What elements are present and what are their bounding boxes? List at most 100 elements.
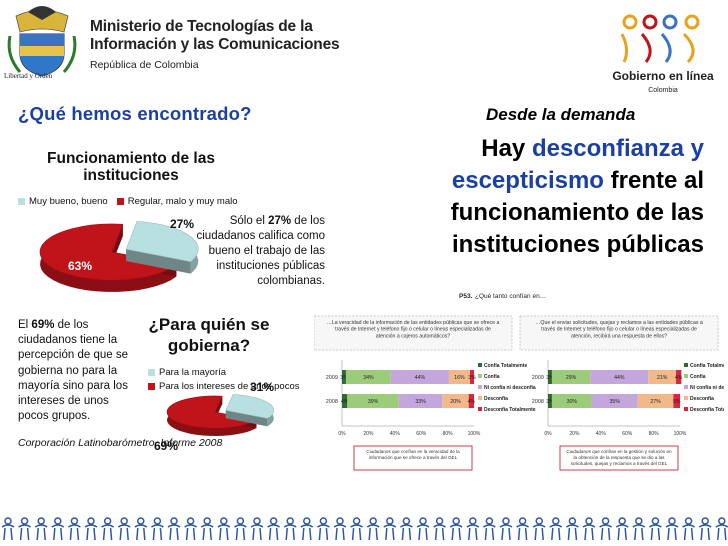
chart1-title-line1: Funcionamiento de las [47, 150, 215, 167]
bar-segment [342, 394, 348, 408]
year-label: 2008 [532, 399, 544, 405]
legend-label: Confía [484, 374, 500, 380]
legend-label: Confía Totalmente [690, 363, 724, 369]
legend-swatch-red [148, 383, 155, 390]
legend-label: Desconfía Totalmente [484, 407, 536, 413]
legend-label: Ni confía ni desconfía [690, 385, 724, 391]
bar-segment [398, 394, 443, 408]
axis-tick: 100% [674, 431, 687, 437]
axis-tick: 100% [468, 431, 481, 437]
survey-right: …Que el enviar solicitudes, quejas y rec… [519, 315, 724, 471]
footer-person-icon [350, 517, 364, 541]
gobierno-en-linea-logo: Gobierno en línea Colombia [612, 14, 714, 94]
axis-tick: 20% [569, 431, 580, 437]
footer-person-icon [117, 517, 131, 541]
footer-person-icon [532, 517, 546, 541]
footer-person-icon [84, 517, 98, 541]
chart1-title-line2: instituciones [83, 167, 179, 184]
pie-slice-2 [166, 395, 258, 436]
footer-person-icon [67, 517, 81, 541]
chart2-legend-1: Para la mayoría [148, 367, 226, 378]
axis-tick: 80% [443, 431, 454, 437]
footer-person-icon [250, 517, 264, 541]
bar-segment [347, 394, 399, 408]
demand-label: Desde la demanda [486, 105, 636, 124]
chart1-note: Sólo el 27% de los ciudadanos califica c… [193, 214, 326, 289]
bar-value-label: 33% [415, 399, 426, 405]
bar-value-label: 4% [468, 399, 476, 405]
survey-left-caption: Ciudadanos que confían en la veracidad d… [366, 449, 460, 460]
footer-person-icon [333, 517, 347, 541]
bar-segment [590, 370, 649, 384]
chart1-legend-item-2: Regular, malo y muy malo [127, 196, 238, 207]
footer-person-icon [482, 517, 496, 541]
bar-value-label: 39% [368, 399, 379, 405]
crest-caption: Libertad y Orden [4, 72, 53, 80]
footer-person-icon [599, 517, 613, 541]
bar-value-label: 27% [650, 399, 661, 405]
axis-tick: 40% [596, 431, 607, 437]
survey-title: ¿Qué tanto confían en… [475, 293, 546, 300]
section-title: ¿Qué hemos encontrado? [18, 103, 252, 124]
bar-value-label: 4% [341, 399, 349, 405]
pie-label-2: 63% [68, 259, 92, 273]
chart2-title: ¿Para quién se gobierna? [148, 314, 270, 356]
footer-person-icon [51, 517, 65, 541]
chart1-note-pre: Sólo el [229, 215, 269, 227]
bar-value-label: 5% [673, 399, 681, 405]
chart1-pie: 27% 63% [39, 217, 199, 292]
bar-segment [470, 370, 474, 384]
axis-tick: 60% [416, 431, 427, 437]
footer-person-icon [18, 517, 32, 541]
legend-swatch-teal [18, 198, 25, 205]
axis-tick: 80% [649, 431, 660, 437]
bar-value-label: 35% [609, 399, 620, 405]
bar-segment [345, 370, 391, 384]
chart1-note-post: de los ciudadanos califica como bueno el… [196, 215, 326, 287]
chart2-desc-bold: 69% [31, 319, 55, 331]
legend-swatch [684, 385, 688, 389]
year-label: 2008 [326, 399, 338, 405]
pie-slice-1 [225, 394, 275, 427]
chart2-pie: 31% 69% [154, 380, 275, 452]
chart2-desc-pre: El [18, 319, 32, 331]
bar-value-label: 21% [657, 375, 668, 381]
footer-person-icon [200, 517, 214, 541]
legend-swatch [478, 407, 482, 411]
footer-person-icon [466, 517, 480, 541]
chart2-title-line2: gobierna? [167, 336, 251, 355]
footer-person-icon [565, 517, 579, 541]
legend-label: Desconfía Totalmente [690, 407, 724, 413]
footer-person-icon [34, 517, 48, 541]
footer-person-icon [283, 517, 297, 541]
year-label: 2009 [532, 375, 544, 381]
survey-chart-panel: P53. ¿Qué tanto confían en… …La veracidad … [314, 290, 724, 502]
survey-left: …La veracidad de la información de las e… [314, 315, 536, 471]
main-statement: Hay desconfianza y escepticismo frente a… [360, 133, 704, 261]
axis-tick: 60% [622, 431, 633, 437]
footer-people-pattern [0, 512, 728, 546]
bar-value-label: 16% [454, 375, 465, 381]
bar-segment [548, 394, 552, 408]
footer-person-icon [632, 517, 646, 541]
bar-segment [591, 394, 638, 408]
statement-part2: frente al funcionamiento de las instituc… [450, 167, 704, 258]
bar-segment [390, 370, 449, 384]
bar-value-label: 3% [468, 375, 476, 381]
pie-label-2: 69% [154, 439, 178, 452]
legend-swatch [478, 363, 482, 367]
chart2-legend-item-2: Para los intereses de unos pocos [159, 381, 300, 392]
footer-person-icon [715, 517, 728, 541]
footer-person-icon [184, 517, 198, 541]
ministry-name-line2: Información y las Comunicaciones [90, 36, 340, 53]
chart2-title-line1: ¿Para quién se [148, 315, 270, 334]
legend-swatch [478, 374, 482, 378]
statement-highlight: desconfianza y escepticismo [451, 135, 704, 194]
survey-code: P53. [459, 293, 473, 300]
year-label: 2009 [326, 375, 338, 381]
bar-value-label: 3% [546, 399, 554, 405]
pie-label-1: 27% [170, 217, 194, 231]
chart2-description: El 69% de los ciudadanos tiene la percep… [18, 318, 136, 424]
bar-value-label: 34% [363, 375, 374, 381]
axis-tick: 20% [363, 431, 374, 437]
